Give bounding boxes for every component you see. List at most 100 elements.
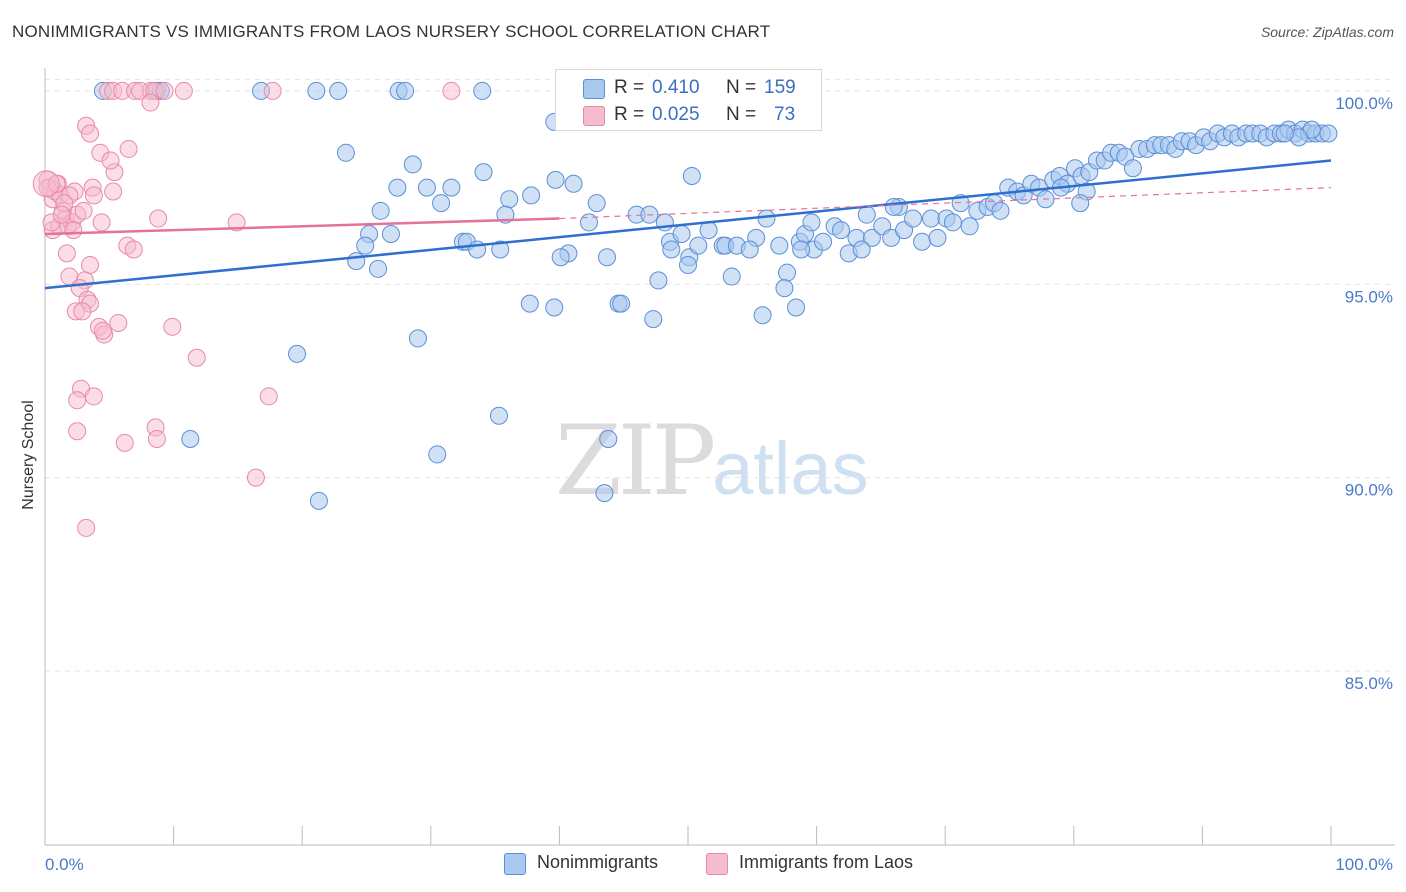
- bottom-legend-label: Nonimmigrants: [537, 852, 659, 872]
- legend-r-label: R =: [614, 77, 645, 98]
- trend-lines: [44, 159, 1332, 290]
- data-point-nonimmigrant: [432, 194, 451, 213]
- data-point-laos: [77, 518, 96, 537]
- data-point-nonimmigrant: [473, 81, 492, 100]
- data-point-nonimmigrant: [787, 298, 806, 317]
- data-point-nonimmigrant: [336, 143, 355, 162]
- data-point-nonimmigrant: [1319, 124, 1338, 143]
- data-point-nonimmigrant: [753, 306, 772, 325]
- x-tick-label: 100.0%: [1335, 855, 1393, 874]
- series-immigrants-from-laos: [32, 81, 461, 537]
- watermark-main: ZIP: [555, 405, 716, 517]
- data-point-nonimmigrant: [181, 429, 200, 448]
- data-point-nonimmigrant: [679, 255, 697, 274]
- data-point-nonimmigrant: [612, 294, 631, 313]
- trend-line-laos-extrapolated: [559, 187, 1332, 220]
- data-point-nonimmigrant: [991, 201, 1010, 220]
- data-point-nonimmigrant: [814, 232, 833, 251]
- data-point-nonimmigrant: [778, 263, 797, 282]
- data-point-nonimmigrant: [862, 228, 881, 247]
- legend-n-value: 159: [764, 77, 796, 98]
- data-point-nonimmigrant: [802, 213, 821, 232]
- data-point-nonimmigrant: [408, 329, 427, 348]
- data-point-nonimmigrant: [770, 236, 789, 255]
- data-point-nonimmigrant: [500, 190, 519, 209]
- data-point-laos-large: [32, 170, 60, 198]
- data-point-laos: [115, 433, 134, 452]
- data-point-nonimmigrant: [371, 201, 390, 220]
- data-point-laos: [84, 186, 103, 205]
- data-point-nonimmigrant: [852, 240, 871, 259]
- data-point-nonimmigrant: [857, 205, 876, 224]
- data-point-nonimmigrant: [356, 236, 375, 255]
- data-point-nonimmigrant: [722, 267, 741, 286]
- data-point-laos: [259, 387, 278, 406]
- data-point-nonimmigrant: [649, 271, 668, 290]
- data-point-nonimmigrant: [546, 170, 565, 189]
- data-point-laos: [68, 422, 87, 441]
- data-point-nonimmigrant: [775, 279, 794, 298]
- data-point-laos: [246, 468, 265, 487]
- data-point-laos: [81, 255, 100, 274]
- bottom-legend-swatch-pink: [706, 853, 728, 875]
- data-point-nonimmigrant: [491, 240, 510, 259]
- grid-lines: [45, 78, 1395, 672]
- legend-row-nonimmigrants: R = 0.410 N = 159: [556, 75, 821, 101]
- data-point-nonimmigrant: [474, 163, 493, 182]
- data-point-laos: [124, 240, 143, 259]
- data-point-nonimmigrant: [417, 178, 436, 197]
- data-point-laos: [68, 391, 87, 410]
- data-point-laos: [141, 93, 160, 112]
- data-point-nonimmigrant: [928, 228, 947, 247]
- data-point-nonimmigrant: [904, 209, 923, 228]
- data-point-nonimmigrant: [832, 221, 851, 240]
- data-point-laos: [101, 151, 120, 170]
- legend-n-label: N =: [726, 77, 757, 98]
- data-point-nonimmigrant: [662, 240, 681, 259]
- data-point-laos: [57, 244, 76, 263]
- data-point-laos: [147, 429, 166, 448]
- series-nonimmigrants: [93, 81, 1338, 510]
- data-point-laos: [227, 213, 246, 232]
- legend-n-label: N =: [726, 104, 757, 125]
- data-point-laos: [163, 317, 182, 336]
- data-point-laos: [73, 302, 92, 321]
- data-point-laos: [109, 313, 128, 332]
- data-point-laos: [93, 321, 112, 340]
- data-point-laos: [119, 139, 138, 158]
- legend-r-value: 0.025: [652, 104, 700, 125]
- data-point-nonimmigrant: [369, 259, 388, 278]
- bottom-legend-swatch-blue: [504, 853, 526, 875]
- data-point-nonimmigrant: [329, 81, 348, 100]
- data-point-nonimmigrant: [489, 406, 508, 425]
- legend-r-value: 0.410: [652, 77, 700, 98]
- data-point-nonimmigrant: [347, 252, 366, 271]
- legend-swatch-pink: [583, 106, 605, 126]
- axis-labels: 85.0% 90.0% 95.0% 100.0% 0.0% 100.0% Nursery S…: [20, 94, 1393, 874]
- legend-row-laos: R = 0.025 N = 73: [556, 102, 821, 128]
- data-point-nonimmigrant: [913, 232, 932, 251]
- data-point-laos: [149, 209, 168, 228]
- data-point-nonimmigrant: [522, 186, 541, 205]
- data-point-nonimmigrant: [403, 155, 422, 174]
- data-point-laos: [52, 205, 71, 224]
- data-point-laos: [155, 81, 174, 100]
- data-point-nonimmigrant: [699, 221, 718, 240]
- data-point-nonimmigrant: [740, 240, 759, 259]
- y-tick-label: 95.0%: [1345, 287, 1393, 306]
- data-point-laos: [81, 124, 100, 143]
- bottom-legend-label: Immigrants from Laos: [739, 852, 914, 872]
- data-point-nonimmigrant: [428, 445, 447, 464]
- y-tick-label: 100.0%: [1335, 94, 1393, 113]
- data-point-nonimmigrant: [682, 167, 701, 186]
- data-point-nonimmigrant: [884, 197, 903, 216]
- data-point-laos: [74, 201, 93, 220]
- watermark-sub: atlas: [712, 427, 869, 510]
- data-point-nonimmigrant: [597, 248, 616, 267]
- correlation-legend: R = 0.410 N = 159 R = 0.025 N = 73: [555, 69, 822, 131]
- axes: [44, 68, 1395, 846]
- data-point-nonimmigrant: [288, 344, 307, 363]
- trend-line-laos: [44, 217, 560, 236]
- y-tick-label: 85.0%: [1345, 674, 1393, 693]
- x-tick-label: 0.0%: [45, 855, 84, 874]
